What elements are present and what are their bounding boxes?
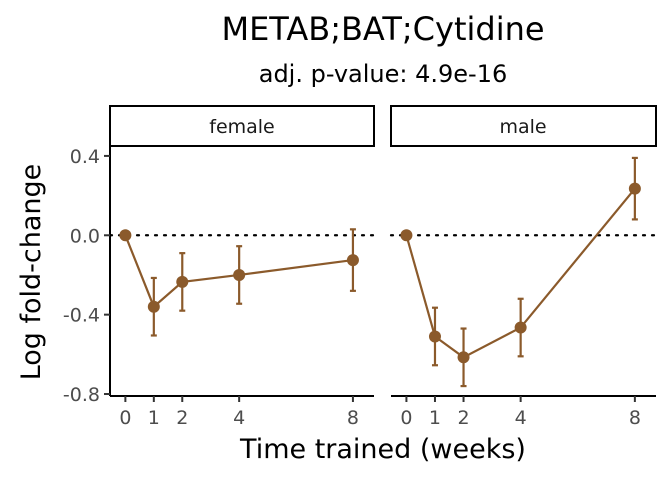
chart-subtitle: adj. p-value: 4.9e-16 bbox=[259, 60, 508, 88]
data-point bbox=[119, 229, 132, 242]
strip-label-female: female bbox=[209, 116, 275, 138]
data-point bbox=[514, 321, 527, 334]
x-tick-label: 1 bbox=[429, 407, 441, 429]
x-tick-label: 2 bbox=[457, 407, 469, 429]
data-point bbox=[428, 330, 441, 343]
data-point bbox=[628, 182, 641, 195]
x-tick-label: 0 bbox=[119, 407, 131, 429]
data-point bbox=[346, 254, 359, 267]
y-tick-label: 0.4 bbox=[70, 146, 100, 168]
data-point bbox=[176, 275, 189, 288]
strip-male bbox=[390, 105, 657, 147]
chart-title: METAB;BAT;Cytidine bbox=[221, 10, 544, 48]
x-tick-label: 8 bbox=[629, 407, 641, 429]
x-tick-label: 4 bbox=[515, 407, 527, 429]
data-point bbox=[400, 229, 413, 242]
x-tick-label: 8 bbox=[347, 407, 359, 429]
x-axis-title: Time trained (weeks) bbox=[239, 434, 526, 465]
x-tick-label: 0 bbox=[400, 407, 412, 429]
y-tick-label: -0.4 bbox=[63, 305, 100, 327]
data-point bbox=[147, 300, 160, 313]
x-tick-label: 4 bbox=[233, 407, 245, 429]
strip-label-male: male bbox=[499, 116, 546, 138]
y-tick-label: -0.8 bbox=[63, 384, 100, 406]
y-axis: 0.4 0.0 -0.4 -0.8 bbox=[63, 146, 111, 406]
y-tick-label: 0.0 bbox=[70, 225, 100, 247]
data-point bbox=[233, 268, 246, 281]
strip-female bbox=[109, 105, 375, 147]
x-tick-label: 1 bbox=[148, 407, 160, 429]
x-tick-label: 2 bbox=[176, 407, 188, 429]
y-axis-title: Log fold-change bbox=[16, 164, 47, 381]
data-point bbox=[457, 351, 470, 364]
